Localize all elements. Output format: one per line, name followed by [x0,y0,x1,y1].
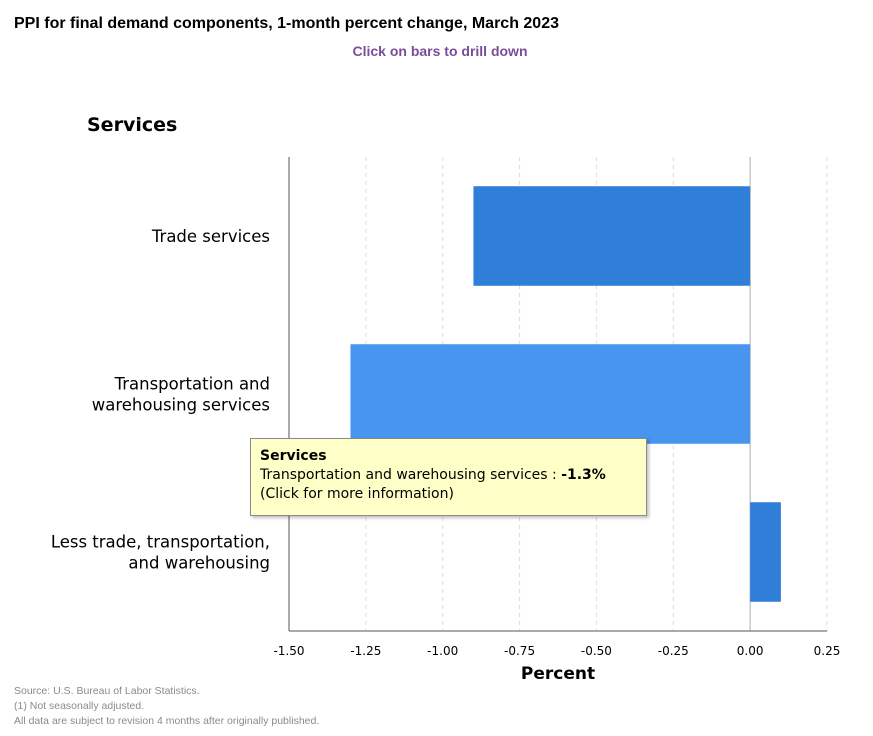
x-tick-label: 0.25 [814,644,841,658]
category-label: and warehousing [128,554,270,573]
category-label: Less trade, transportation, [51,533,270,552]
x-tick-label: -0.25 [658,644,689,658]
bar[interactable] [750,502,781,602]
x-tick-label: -1.25 [350,644,381,658]
x-tick-label: -1.00 [427,644,458,658]
tooltip-label: Transportation and warehousing services … [260,467,562,483]
x-axis-label: Percent [521,664,595,684]
x-tick-label: -1.50 [273,644,304,658]
bar[interactable] [350,344,751,444]
category-label: warehousing services [92,396,270,415]
x-tick-label: -0.75 [504,644,535,658]
tick-labels: -1.50 -1.25 -1.00 -0.75 -0.50 -0.25 0.00 0.25 [273,644,840,658]
category-label: Trade services [151,227,270,246]
axes-group [288,157,827,632]
tooltip-body: Transportation and warehousing services … [260,466,646,485]
x-tick-label: -0.50 [581,644,612,658]
tooltip-value: -1.3% [561,467,606,483]
tooltip-note: (Click for more information) [260,486,454,502]
tooltip-title: Services [260,448,327,464]
category-label: Transportation and [114,375,270,394]
panel-title: Services [87,114,178,136]
x-tick-label: 0.00 [737,644,764,658]
bar[interactable] [473,186,751,286]
drill-down-hint[interactable]: Click on bars to drill down [352,43,528,59]
source-notes: Source: U.S. Bureau of Labor Statistics.… [14,684,319,729]
revision-note: All data are subject to revision 4 month… [14,715,320,727]
bars-group [350,186,781,602]
source-line: Source: U.S. Bureau of Labor Statistics. [14,685,200,697]
bar-tooltip: Services Transportation and warehousing … [250,438,647,516]
footnote-line: (1) Not seasonally adjusted. [14,700,145,712]
category-labels: Trade services Transportation and warehous… [51,227,270,573]
chart-title: PPI for final demand components, 1-month… [14,15,559,32]
